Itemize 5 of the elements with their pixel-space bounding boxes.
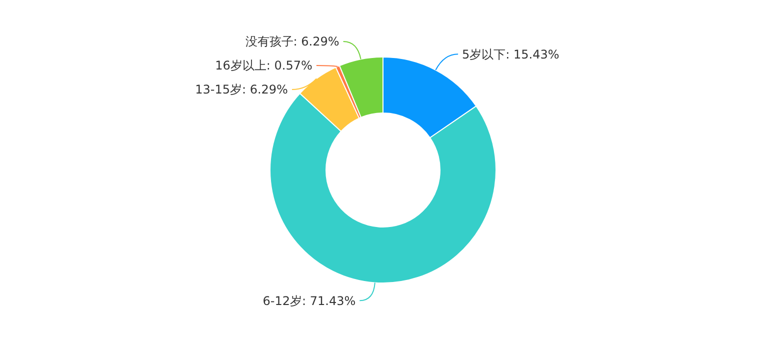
slice-label: 5岁以下: 15.43% [462, 47, 560, 62]
slice-label: 没有孩子: 6.29% [245, 34, 340, 49]
slice-label: 16岁以上: 0.57% [215, 58, 312, 73]
slice-label: 13-15岁: 6.29% [195, 82, 288, 97]
slice-label: 6-12岁: 71.43% [262, 294, 356, 308]
